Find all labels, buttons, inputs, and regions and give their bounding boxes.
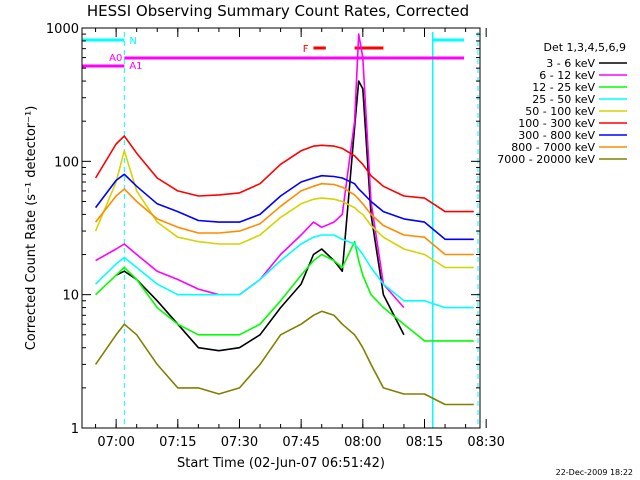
legend-title: Det 1,3,4,5,6,9 xyxy=(543,41,626,54)
legend-label: 7000 - 20000 keV xyxy=(497,153,595,166)
x-tick-label: 08:15 xyxy=(406,435,443,450)
y-axis-label: Corrected Count Rate (s⁻¹ detector⁻¹) xyxy=(24,106,39,351)
legend-label: 300 - 800 keV xyxy=(518,129,595,142)
legend-label: 800 - 7000 keV xyxy=(511,141,595,154)
x-axis: 07:00 07:15 07:30 07:45 08:00 08:15 08:30 xyxy=(95,28,505,450)
y-tick-label: 1000 xyxy=(46,22,79,37)
x-tick-label: 07:00 xyxy=(97,435,134,450)
x-tick-label: 07:15 xyxy=(159,435,196,450)
footer-date: 22-Dec-2009 18:22 xyxy=(556,468,633,477)
y-axis: 1 10 100 1000 xyxy=(46,22,480,437)
y-tick-label: 1 xyxy=(71,422,79,437)
annotation-label-a0: A0 xyxy=(109,53,122,64)
series-line-7000-20000-kev xyxy=(94,310,474,406)
x-tick-label: 07:45 xyxy=(282,435,319,450)
annotation-layer: N A0 A1 F xyxy=(82,32,479,428)
series-line-3-6-kev xyxy=(115,80,405,352)
series-line-25-50-kev xyxy=(95,234,474,309)
y-tick-label: 100 xyxy=(54,155,79,170)
legend-label: 50 - 100 keV xyxy=(525,105,595,118)
legend-label: 6 - 12 keV xyxy=(539,69,595,82)
x-tick-label: 07:30 xyxy=(221,435,258,450)
series-line-6-12-kev xyxy=(95,33,405,309)
series-line-50-100-kev xyxy=(94,150,474,269)
series-layer xyxy=(94,33,474,406)
annotation-label-a1: A1 xyxy=(129,61,142,72)
series-line-100-300-kev xyxy=(94,135,474,213)
chart-title: HESSI Observing Summary Count Rates, Cor… xyxy=(87,2,469,20)
x-tick-label: 08:30 xyxy=(467,435,504,450)
x-axis-label: Start Time (02-Jun-07 06:51:42) xyxy=(177,456,385,471)
annotation-label-f: F xyxy=(303,44,309,55)
plot-frame xyxy=(81,27,481,429)
legend-label: 100 - 300 keV xyxy=(518,117,595,130)
legend-label: 12 - 25 keV xyxy=(532,81,595,94)
series-line-300-800-kev xyxy=(94,173,474,241)
legend-label: 25 - 50 keV xyxy=(532,93,595,106)
annotation-label-n: N xyxy=(129,36,136,47)
x-tick-label: 08:00 xyxy=(344,435,381,450)
legend-label: 3 - 6 keV xyxy=(546,57,595,70)
y-tick-label: 10 xyxy=(62,289,79,304)
series-line-12-25-kev xyxy=(95,240,474,342)
series-line-800-7000-kev xyxy=(94,182,474,256)
